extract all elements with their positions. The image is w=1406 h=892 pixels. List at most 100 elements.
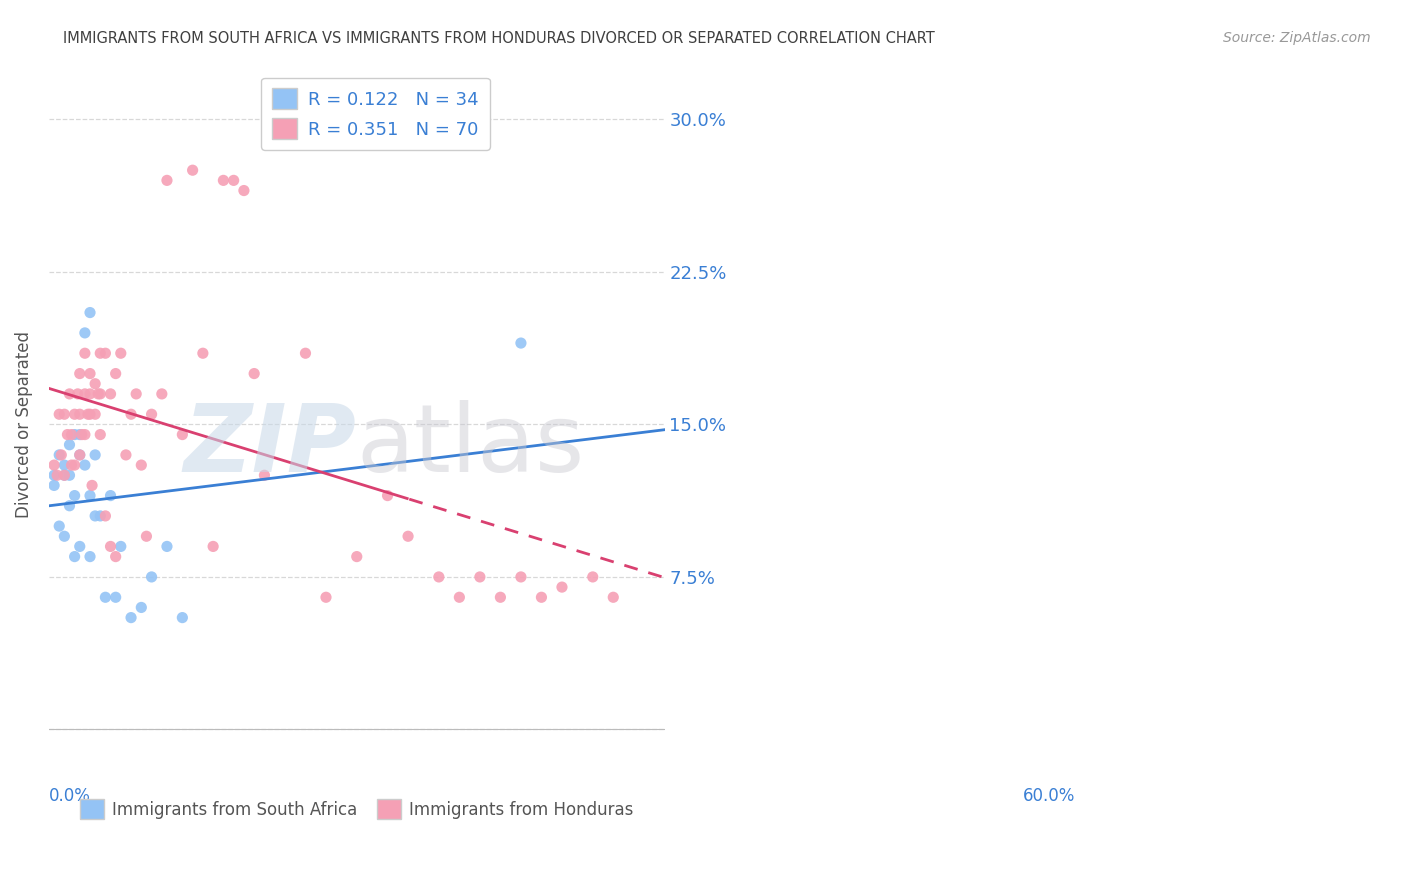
- Point: [222, 173, 245, 187]
- Point: [77, 407, 100, 421]
- Point: [58, 468, 80, 483]
- Point: [141, 407, 163, 421]
- Point: [131, 600, 153, 615]
- Point: [48, 519, 70, 533]
- Point: [315, 591, 337, 605]
- Point: [172, 427, 194, 442]
- Point: [84, 508, 107, 523]
- Point: [100, 540, 122, 554]
- Point: [48, 448, 70, 462]
- Point: [449, 591, 471, 605]
- Point: [80, 478, 103, 492]
- Point: [181, 163, 204, 178]
- Point: [63, 427, 86, 442]
- Point: [104, 367, 127, 381]
- Point: [58, 387, 80, 401]
- Point: [377, 489, 399, 503]
- Point: [212, 173, 235, 187]
- Point: [84, 448, 107, 462]
- Point: [294, 346, 316, 360]
- Point: [172, 610, 194, 624]
- Point: [202, 540, 225, 554]
- Point: [253, 468, 276, 483]
- Point: [156, 540, 179, 554]
- Point: [89, 387, 111, 401]
- Point: [48, 407, 70, 421]
- Point: [66, 387, 89, 401]
- Point: [396, 529, 419, 543]
- Point: [489, 591, 512, 605]
- Point: [84, 407, 107, 421]
- Point: [510, 336, 533, 351]
- Point: [69, 540, 91, 554]
- Point: [63, 489, 86, 503]
- Point: [73, 326, 96, 340]
- Point: [73, 346, 96, 360]
- Legend: Immigrants from South Africa, Immigrants from Honduras: Immigrants from South Africa, Immigrants…: [73, 793, 640, 825]
- Point: [70, 427, 93, 442]
- Point: [42, 478, 65, 492]
- Point: [63, 549, 86, 564]
- Point: [69, 448, 91, 462]
- Point: [56, 427, 79, 442]
- Text: ZIP: ZIP: [184, 400, 357, 491]
- Y-axis label: Divorced or Separated: Divorced or Separated: [15, 331, 32, 518]
- Point: [110, 346, 132, 360]
- Text: Source: ZipAtlas.com: Source: ZipAtlas.com: [1223, 31, 1371, 45]
- Point: [84, 376, 107, 391]
- Text: 0.0%: 0.0%: [49, 788, 91, 805]
- Point: [58, 499, 80, 513]
- Point: [602, 591, 624, 605]
- Point: [53, 468, 76, 483]
- Point: [232, 184, 254, 198]
- Point: [135, 529, 157, 543]
- Point: [69, 407, 91, 421]
- Point: [120, 610, 142, 624]
- Point: [427, 570, 450, 584]
- Point: [58, 438, 80, 452]
- Point: [582, 570, 605, 584]
- Point: [63, 458, 86, 472]
- Point: [551, 580, 574, 594]
- Point: [46, 468, 69, 483]
- Point: [51, 448, 73, 462]
- Point: [53, 407, 76, 421]
- Point: [79, 367, 101, 381]
- Point: [141, 570, 163, 584]
- Point: [115, 448, 138, 462]
- Point: [89, 346, 111, 360]
- Point: [73, 458, 96, 472]
- Point: [60, 458, 83, 472]
- Point: [110, 540, 132, 554]
- Point: [42, 458, 65, 472]
- Point: [63, 407, 86, 421]
- Point: [243, 367, 266, 381]
- Point: [79, 549, 101, 564]
- Point: [510, 570, 533, 584]
- Point: [79, 489, 101, 503]
- Point: [79, 387, 101, 401]
- Point: [530, 591, 553, 605]
- Point: [120, 407, 142, 421]
- Point: [100, 489, 122, 503]
- Point: [89, 427, 111, 442]
- Point: [125, 387, 148, 401]
- Point: [73, 427, 96, 442]
- Point: [69, 448, 91, 462]
- Point: [79, 407, 101, 421]
- Point: [150, 387, 173, 401]
- Point: [73, 387, 96, 401]
- Point: [89, 508, 111, 523]
- Text: atlas: atlas: [357, 400, 585, 491]
- Point: [87, 387, 110, 401]
- Point: [69, 427, 91, 442]
- Point: [79, 305, 101, 319]
- Point: [100, 387, 122, 401]
- Text: 60.0%: 60.0%: [1022, 788, 1076, 805]
- Point: [104, 591, 127, 605]
- Point: [156, 173, 179, 187]
- Point: [191, 346, 214, 360]
- Point: [42, 468, 65, 483]
- Point: [53, 458, 76, 472]
- Text: IMMIGRANTS FROM SOUTH AFRICA VS IMMIGRANTS FROM HONDURAS DIVORCED OR SEPARATED C: IMMIGRANTS FROM SOUTH AFRICA VS IMMIGRAN…: [63, 31, 935, 46]
